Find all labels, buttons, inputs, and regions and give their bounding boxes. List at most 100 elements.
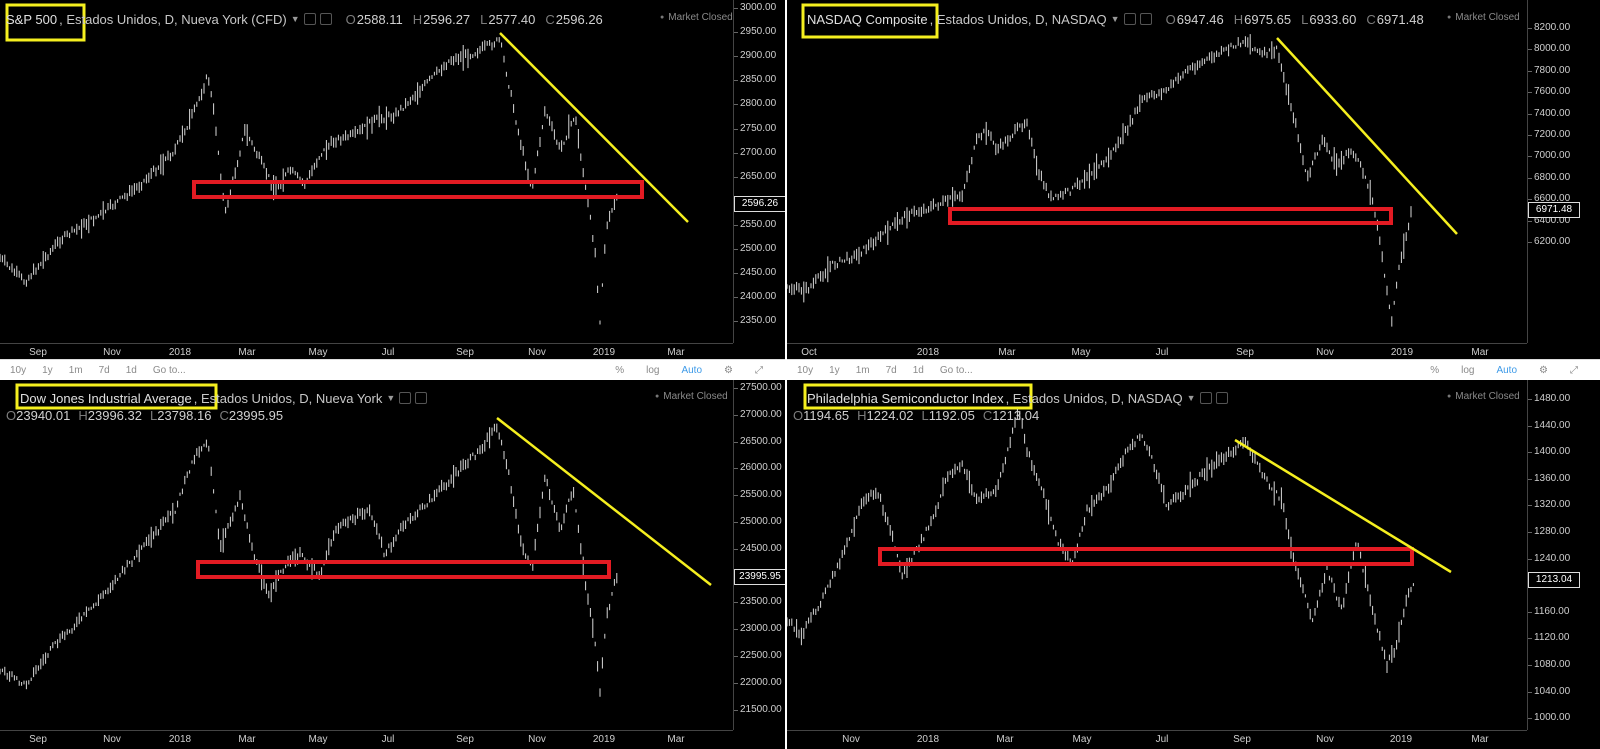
range-button-1y[interactable]: 1y: [829, 364, 840, 376]
price-plot-dow[interactable]: [0, 380, 733, 730]
toolbar-right-group: % log Auto ⚙ ⤢: [615, 360, 785, 380]
price-tick-label: 7200.00: [1527, 129, 1571, 140]
gear-icon[interactable]: ⚙: [724, 364, 733, 376]
time-axis[interactable]: Sep Nov 2018 Mar May Jul Sep Nov 2019 Mar: [0, 730, 733, 747]
time-tick-label: May: [308, 734, 328, 745]
symbol-meta: , Estados Unidos, D, Nueva York: [193, 390, 383, 406]
close-value: 1213.04: [992, 408, 1040, 423]
chart-panel-sp500[interactable]: S&P 500 , Estados Unidos, D, Nueva York …: [0, 0, 785, 380]
candles-nasdaq: [787, 3, 1458, 327]
fullscreen-icon[interactable]: ⤢: [755, 364, 763, 376]
price-tick-label: 1160.00: [1527, 605, 1570, 617]
time-tick-label: Oct: [801, 347, 817, 358]
market-status: Market Closed: [660, 12, 732, 23]
goto-date-button[interactable]: Go to...: [152, 364, 186, 376]
support-zone-rectangle[interactable]: [948, 207, 1393, 225]
price-plot-sp500[interactable]: [0, 0, 733, 343]
price-tick-label: 26000.00: [734, 462, 782, 474]
chart-panel-sox[interactable]: Philadelphia Semiconductor Index , Estad…: [787, 380, 1600, 749]
time-tick-label: Nov: [103, 734, 121, 745]
market-status: Market Closed: [1447, 391, 1519, 402]
price-tick-label: 2650.00: [733, 170, 777, 182]
bottom-toolbar: 10y 1y 1m 7d 1d Go to...% log Auto ⚙ ⤢: [787, 359, 1600, 380]
symbol-title[interactable]: Philadelphia Semiconductor Index: [807, 390, 1004, 406]
time-tick-label: Mar: [1471, 734, 1489, 745]
chart-panel-dow[interactable]: Dow Jones Industrial Average , Estados U…: [0, 380, 785, 749]
time-tick-label: Mar: [998, 347, 1016, 358]
chevron-down-icon[interactable]: ▼: [290, 14, 300, 24]
chevron-down-icon[interactable]: ▼: [386, 393, 396, 403]
open-value: 6947.46: [1176, 11, 1224, 27]
range-button-1m[interactable]: 1m: [855, 364, 870, 376]
time-tick-label: Mar: [996, 734, 1014, 745]
percent-scale-button[interactable]: %: [1430, 364, 1440, 376]
chevron-down-icon[interactable]: ▼: [1186, 393, 1196, 403]
log-scale-button[interactable]: log: [1461, 364, 1475, 376]
market-status: Market Closed: [655, 391, 727, 402]
settings-small-icon[interactable]: [319, 13, 332, 25]
symbol-title[interactable]: NASDAQ Composite: [807, 11, 928, 27]
price-tick-label: 8200.00: [1527, 22, 1571, 33]
time-tick-label: May: [1072, 734, 1092, 745]
range-button-7d[interactable]: 7d: [98, 364, 110, 376]
time-axis[interactable]: Nov 2018 Mar May Jul Sep Nov 2019 Mar: [787, 730, 1527, 747]
symbol-title[interactable]: S&P 500: [6, 11, 58, 27]
last-price-tag: 2596.26: [734, 196, 785, 212]
eye-icon[interactable]: [1199, 392, 1212, 404]
open-value: 2588.11: [356, 11, 403, 27]
support-zone-rectangle[interactable]: [196, 560, 611, 579]
percent-scale-button[interactable]: %: [615, 364, 625, 376]
eye-icon[interactable]: [303, 13, 316, 25]
goto-date-button[interactable]: Go to...: [939, 364, 973, 376]
auto-scale-button[interactable]: Auto: [1496, 364, 1518, 376]
support-zone-rectangle[interactable]: [192, 180, 644, 199]
symbol-title[interactable]: Dow Jones Industrial Average: [20, 390, 192, 406]
range-button-1y[interactable]: 1y: [42, 364, 53, 376]
range-button-1d[interactable]: 1d: [912, 364, 924, 376]
price-tick-label: 24500.00: [734, 542, 782, 554]
range-button-1m[interactable]: 1m: [68, 364, 83, 376]
range-button-10y[interactable]: 10y: [10, 364, 27, 376]
settings-small-icon[interactable]: [1139, 13, 1152, 25]
settings-small-icon[interactable]: [415, 392, 428, 404]
time-tick-label: May: [1071, 347, 1091, 358]
close-value: 23995.95: [228, 408, 284, 423]
price-plot-sox[interactable]: [787, 380, 1527, 730]
auto-scale-button[interactable]: Auto: [681, 364, 703, 376]
time-tick-label: Jul: [381, 734, 395, 745]
time-tick-label: Sep: [456, 734, 474, 745]
trendline[interactable]: [496, 417, 712, 586]
range-button-1d[interactable]: 1d: [125, 364, 137, 376]
trendline[interactable]: [1234, 438, 1452, 574]
price-tick-label: 1280.00: [1527, 526, 1571, 537]
range-button-7d[interactable]: 7d: [885, 364, 897, 376]
title-highlight-box: [801, 3, 939, 39]
gear-icon[interactable]: ⚙: [1539, 364, 1548, 376]
price-axis[interactable]: 1480.00 1440.00 1400.00 1360.00 1320.00 1280.…: [1527, 380, 1580, 730]
time-axis[interactable]: Oct 2018 Mar May Jul Sep Nov 2019 Mar: [787, 343, 1527, 360]
time-tick-label: Sep: [1233, 734, 1251, 745]
price-axis[interactable]: 8200.00 8000.00 7800.00 7600.00 7400.00 7200.…: [1527, 0, 1580, 343]
time-axis[interactable]: Sep Nov 2018 Mar May Jul Sep Nov 2019 Mar: [0, 343, 733, 360]
price-tick-label: 1040.00: [1527, 685, 1571, 697]
price-axis[interactable]: 27500.00 27000.00 26500.00 26000.00 25500.00…: [733, 380, 785, 730]
chevron-down-icon[interactable]: ▼: [1110, 14, 1120, 24]
price-plot-nasdaq[interactable]: [787, 0, 1527, 343]
legend-sox: Philadelphia Semiconductor Index , Estad…: [807, 389, 1228, 407]
chart-panel-nasdaq[interactable]: NASDAQ Composite , Estados Unidos, D, NA…: [787, 0, 1600, 380]
fullscreen-icon[interactable]: ⤢: [1570, 364, 1578, 376]
price-tick-label: 2900.00: [733, 50, 777, 62]
price-axis[interactable]: 3000.00 2950.00 2900.00 2850.00 2800.00 2750.…: [733, 0, 785, 343]
log-scale-button[interactable]: log: [646, 364, 660, 376]
eye-icon[interactable]: [399, 392, 412, 404]
price-tick-label: 25000.00: [734, 516, 782, 527]
settings-small-icon[interactable]: [1215, 392, 1228, 404]
eye-icon[interactable]: [1123, 13, 1136, 25]
range-button-10y[interactable]: 10y: [797, 364, 814, 376]
time-tick-label: 2019: [592, 347, 616, 358]
trendline[interactable]: [499, 32, 689, 223]
support-zone-rectangle[interactable]: [878, 547, 1414, 566]
price-tick-label: 2550.00: [733, 218, 777, 230]
trendline[interactable]: [1276, 37, 1458, 235]
open-value: 23940.01: [16, 408, 71, 423]
